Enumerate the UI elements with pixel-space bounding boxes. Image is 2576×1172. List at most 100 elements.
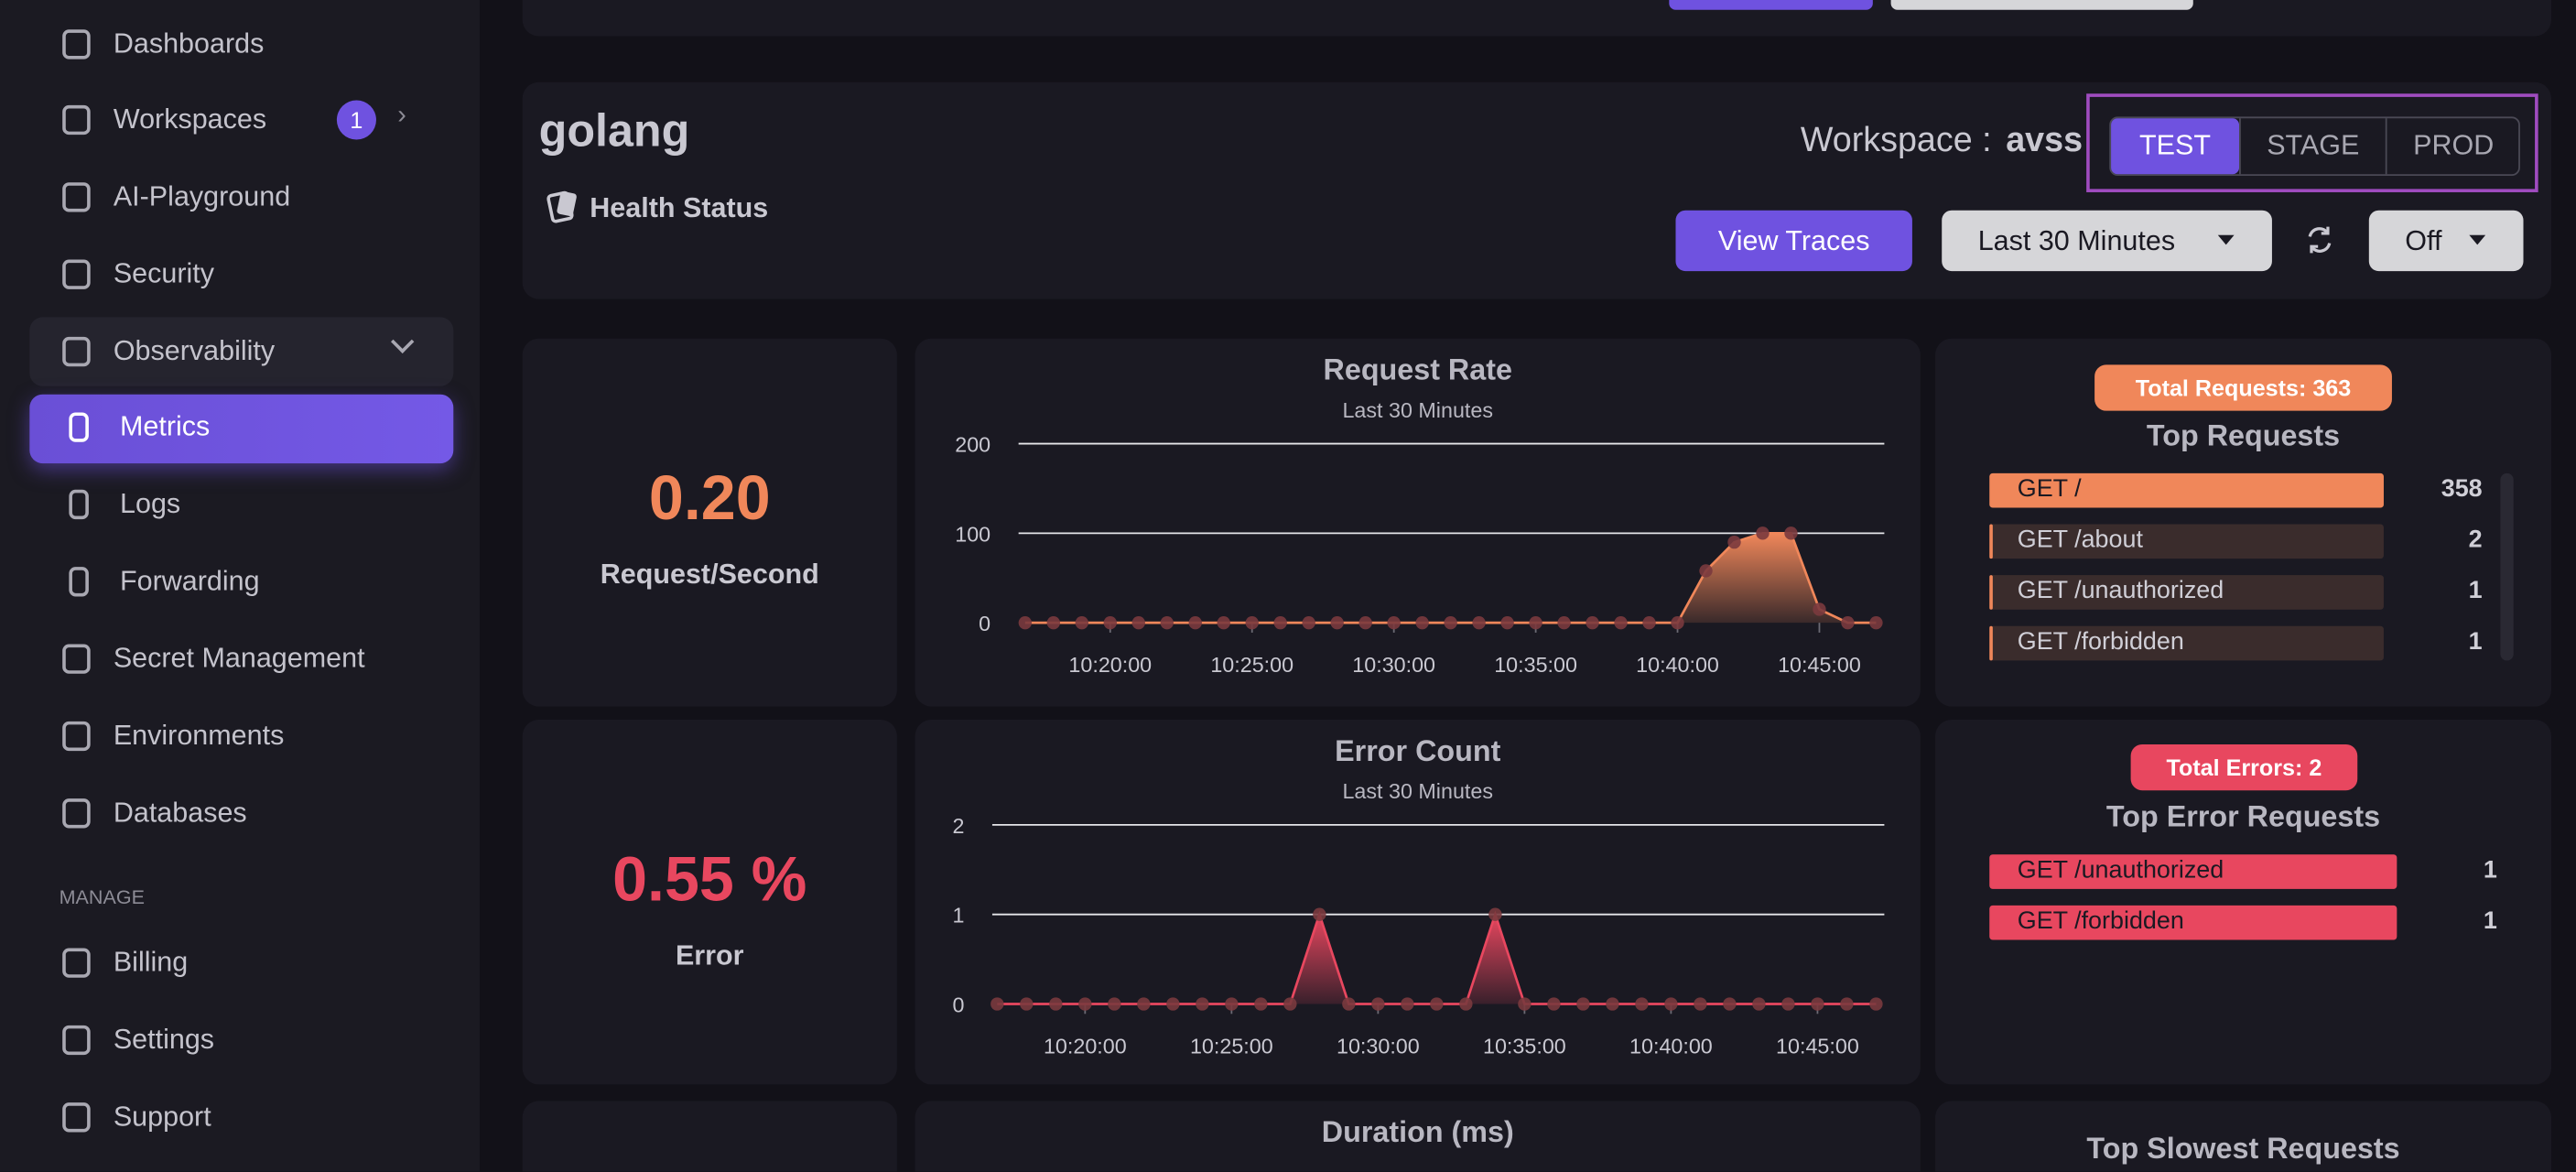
row-name: GET /forbidden <box>2017 627 2184 657</box>
x-tick-label: 10:45:00 <box>1776 1034 1859 1058</box>
workspace-label: Workspace : <box>1800 121 1992 160</box>
point <box>1444 615 1457 630</box>
row-name: GET /forbidden <box>2017 906 2184 936</box>
stat-card <box>522 1101 897 1172</box>
row-count: 2 <box>2468 526 2483 554</box>
y-tick-label: 1 <box>952 904 964 928</box>
nav-icon <box>62 182 91 212</box>
point <box>1283 997 1297 1011</box>
stat-label: Request/Second <box>600 559 819 591</box>
x-tick-label: 10:20:00 <box>1044 1034 1127 1058</box>
point <box>1401 997 1414 1011</box>
nav-item[interactable]: Settings <box>113 1024 215 1056</box>
top-title: Top Slowest Requests <box>2086 1132 2400 1166</box>
nav-item[interactable]: Observability <box>113 335 276 367</box>
row-name: GET /about <box>2017 526 2143 554</box>
point <box>1075 615 1088 630</box>
nav-item[interactable]: Support <box>113 1101 211 1133</box>
chart-card <box>915 338 1921 707</box>
row-name: GET / <box>2017 474 2082 504</box>
refresh-interval[interactable]: Off <box>2368 210 2524 272</box>
point <box>1273 615 1287 630</box>
env-button[interactable]: TEST <box>2111 118 2240 175</box>
y-tick-label: 0 <box>979 612 990 635</box>
point <box>1371 997 1385 1011</box>
scrollbar[interactable] <box>2500 472 2514 661</box>
point <box>1188 615 1202 630</box>
nav-item[interactable]: Billing <box>113 946 189 978</box>
nav-item[interactable]: Environments <box>113 720 285 752</box>
nav-icon <box>62 1102 91 1133</box>
point <box>1614 615 1628 630</box>
nav-item[interactable]: Logs <box>120 487 181 520</box>
y-tick-label: 2 <box>952 814 964 838</box>
nav-item[interactable]: Databases <box>113 797 247 829</box>
point <box>1784 526 1798 540</box>
point <box>1049 997 1063 1011</box>
x-tick-label: 10:25:00 <box>1190 1034 1273 1058</box>
env-button[interactable]: STAGE <box>2239 118 2386 175</box>
point <box>1472 615 1486 630</box>
chart-title: Error Count <box>1335 734 1500 767</box>
point <box>1103 615 1117 630</box>
row-track <box>1989 575 2384 610</box>
point <box>1330 615 1344 630</box>
y-tick-label: 100 <box>955 522 990 546</box>
point <box>1217 615 1230 630</box>
chart-title: Duration (ms) <box>1321 1115 1514 1149</box>
point <box>1415 615 1429 630</box>
point <box>1459 997 1473 1011</box>
view-traces[interactable]: View Traces <box>1675 210 1912 272</box>
nav-icon <box>62 336 91 367</box>
point <box>1671 615 1684 630</box>
point <box>1342 997 1356 1011</box>
top-button[interactable] <box>1669 0 1873 10</box>
top-card <box>522 0 2552 37</box>
x-tick-label: 10:45:00 <box>1778 653 1861 677</box>
y-tick-label: 200 <box>955 433 990 457</box>
nav-icon <box>69 489 89 520</box>
point <box>1387 615 1401 630</box>
row-bar <box>1989 625 1993 661</box>
point <box>1225 997 1239 1011</box>
point <box>1078 997 1092 1011</box>
stat-card <box>522 338 897 707</box>
point <box>1699 564 1713 578</box>
point <box>1841 615 1855 630</box>
x-tick-label: 10:30:00 <box>1337 1034 1420 1058</box>
caret <box>2217 234 2235 245</box>
point <box>1547 997 1561 1011</box>
stat-value: 0.55 % <box>612 846 807 916</box>
line <box>997 910 1877 1005</box>
point <box>1131 615 1145 630</box>
point <box>1488 907 1502 921</box>
nav-item[interactable]: AI-Playground <box>113 180 291 212</box>
area <box>1024 533 1877 624</box>
chart-subtitle: Last 30 Minutes <box>1342 779 1493 803</box>
active-item[interactable] <box>29 394 454 464</box>
point <box>1046 615 1060 630</box>
nav-item[interactable]: Secret Management <box>113 642 365 674</box>
x-tick-label: 10:35:00 <box>1494 653 1577 677</box>
top-title: Top Error Requests <box>2105 799 2381 833</box>
chart-card <box>915 1101 1921 1172</box>
nav-item[interactable]: Metrics <box>120 410 211 442</box>
time-range[interactable]: Last 30 Minutes <box>1942 210 2272 272</box>
nav-item[interactable]: Forwarding <box>120 565 260 597</box>
point <box>1756 526 1770 540</box>
nav-item[interactable]: Security <box>113 257 215 289</box>
refresh-icon[interactable] <box>2303 223 2336 256</box>
env-button[interactable]: PROD <box>2385 118 2520 175</box>
point <box>1430 997 1444 1011</box>
point <box>1018 615 1033 630</box>
row-track <box>1989 625 2384 661</box>
top-button[interactable] <box>1890 0 2193 10</box>
health-icon <box>547 190 577 223</box>
row-bar <box>1989 854 2397 889</box>
nav-item[interactable]: Workspaces <box>113 103 267 136</box>
row-bar <box>1989 472 2384 508</box>
top-card <box>1935 1101 2552 1172</box>
nav-item[interactable]: Dashboards <box>113 27 265 60</box>
nav-icon <box>62 721 91 752</box>
row-bar <box>1989 905 2397 940</box>
